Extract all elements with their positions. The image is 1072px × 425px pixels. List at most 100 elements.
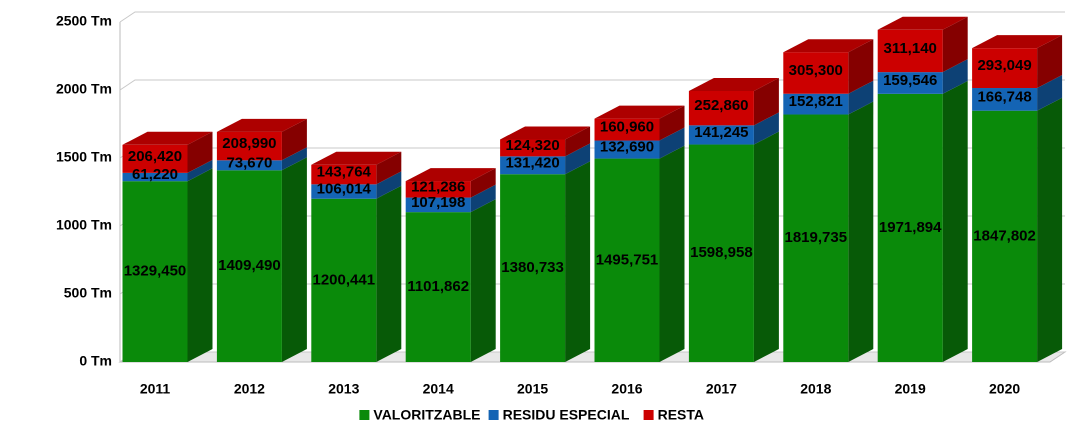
bar-top <box>122 131 213 145</box>
value-label: 1380,733 <box>501 259 564 276</box>
bar-top <box>877 16 968 30</box>
bar <box>122 144 188 173</box>
x-tick-label: 2019 <box>895 381 926 397</box>
y-tick-label: 2000 Tm <box>56 81 112 97</box>
bar <box>216 131 282 161</box>
bar-side <box>753 77 779 126</box>
bar <box>783 52 849 94</box>
bar-top <box>311 151 402 165</box>
bar-side <box>470 168 496 198</box>
bar <box>688 125 754 145</box>
legend-label: VALORITZABLE <box>373 407 480 423</box>
bar-side <box>565 143 591 175</box>
x-tick-label: 2012 <box>234 381 265 397</box>
bar-side <box>376 151 402 185</box>
x-tick-label: 2017 <box>706 381 737 397</box>
bar <box>500 174 566 362</box>
value-label: 1598,958 <box>690 244 753 261</box>
bar <box>405 181 471 198</box>
value-label: 132,690 <box>600 139 654 156</box>
bar-side <box>565 126 591 157</box>
value-label: 1329,450 <box>124 263 187 280</box>
bar-side <box>376 185 402 362</box>
bar-side <box>659 105 685 141</box>
value-label: 1495,751 <box>596 251 659 268</box>
bar-top <box>972 35 1063 49</box>
bar-side <box>848 80 874 115</box>
x-tick-label: 2011 <box>140 381 171 397</box>
value-label: 1847,802 <box>973 227 1036 244</box>
y-tick-label: 500 Tm <box>64 285 112 301</box>
bar <box>405 212 471 362</box>
bar-side <box>187 159 213 182</box>
value-label: 121,286 <box>411 178 465 195</box>
bar-side <box>376 171 402 199</box>
bar <box>405 197 471 213</box>
bar <box>122 181 188 362</box>
bar <box>877 72 943 94</box>
bar-side <box>848 101 874 362</box>
bar-side <box>659 127 685 159</box>
value-label: 305,300 <box>789 62 843 79</box>
bar-top <box>405 168 496 182</box>
bar <box>311 184 377 199</box>
value-label: 252,860 <box>694 97 748 114</box>
bar-side <box>942 59 968 94</box>
bar-side <box>753 112 779 145</box>
bar-side <box>281 118 307 161</box>
bar-side <box>942 16 968 73</box>
y-tick-label: 0 Tm <box>79 353 112 369</box>
bar-side <box>470 199 496 362</box>
bar <box>216 160 282 171</box>
value-label: 1409,490 <box>218 257 281 274</box>
bar <box>877 29 943 73</box>
bar <box>877 93 943 362</box>
bar-side <box>187 131 213 173</box>
value-label: 1101,862 <box>407 278 469 295</box>
value-label: 1200,441 <box>313 271 376 288</box>
legend-swatch <box>488 410 499 420</box>
bar-side <box>565 161 591 362</box>
value-label: 107,198 <box>411 194 465 211</box>
bar <box>972 110 1038 362</box>
x-tick-label: 2016 <box>611 381 642 397</box>
bar-top <box>688 77 779 91</box>
y-tick-label: 1000 Tm <box>56 217 112 233</box>
bar <box>972 48 1038 89</box>
x-tick-label: 2020 <box>989 381 1020 397</box>
bar <box>783 114 849 362</box>
value-label: 73,670 <box>226 154 272 171</box>
bar <box>688 90 754 126</box>
bar-side <box>1037 35 1063 89</box>
bar-side <box>187 168 213 362</box>
x-tick-label: 2015 <box>517 381 548 397</box>
bar-side <box>753 131 779 362</box>
value-label: 160,960 <box>600 119 654 136</box>
value-label: 152,821 <box>789 93 843 110</box>
value-label: 293,049 <box>977 57 1031 74</box>
value-label: 311,140 <box>883 40 936 57</box>
bar-top <box>594 105 685 119</box>
value-label: 124,320 <box>505 137 559 154</box>
bar <box>311 164 377 185</box>
value-label: 1819,735 <box>785 229 848 246</box>
value-label: 131,420 <box>505 154 559 171</box>
bar-top <box>500 126 591 140</box>
bar <box>594 158 660 362</box>
bar <box>500 156 566 175</box>
value-label: 159,546 <box>883 72 937 89</box>
value-label: 166,748 <box>977 88 1031 105</box>
value-label: 206,420 <box>128 148 182 165</box>
bar <box>500 139 566 157</box>
bar-side <box>659 145 685 362</box>
bar <box>783 93 849 115</box>
value-label: 143,764 <box>317 164 372 181</box>
bar-top <box>216 118 307 132</box>
bar-top <box>783 39 874 53</box>
x-tick-label: 2014 <box>423 381 454 397</box>
value-label: 1971,894 <box>879 219 942 236</box>
bar-side <box>470 184 496 213</box>
bar-side <box>1037 97 1063 363</box>
value-label: 141,245 <box>694 124 748 141</box>
